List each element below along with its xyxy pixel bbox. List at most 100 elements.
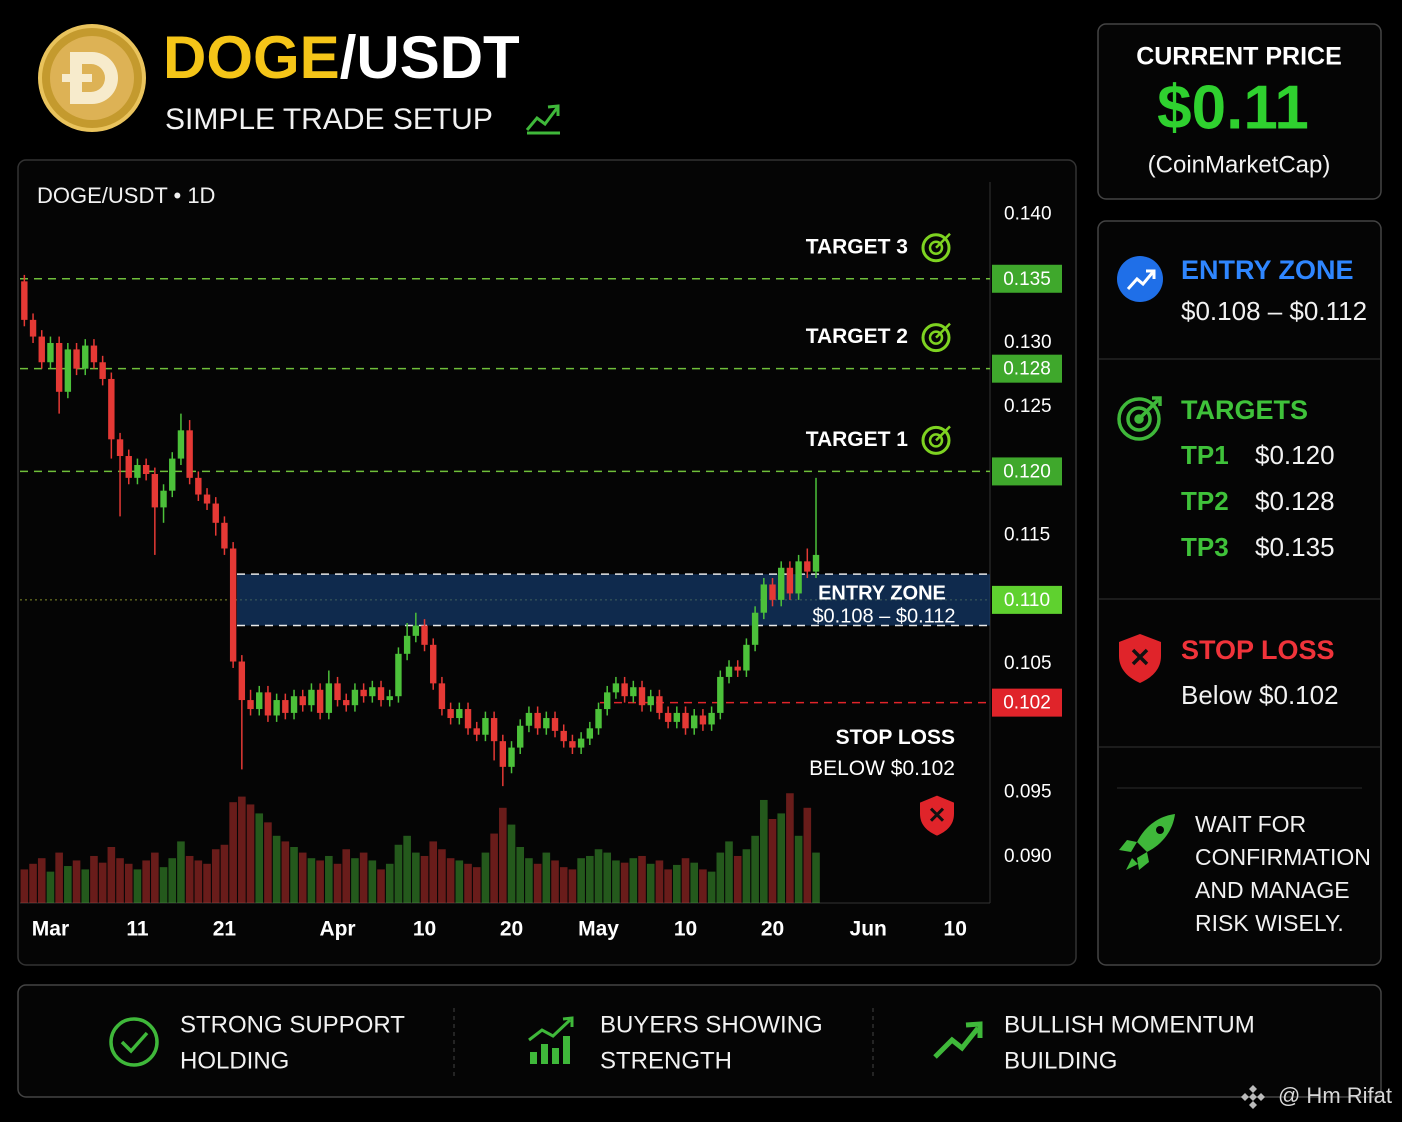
- candle-body: [334, 683, 341, 701]
- volume-bar: [159, 867, 168, 903]
- note-line: WAIT FOR: [1195, 811, 1306, 837]
- x-tick-label: 10: [944, 918, 967, 941]
- entry-range: $0.108 – $0.112: [1181, 296, 1367, 326]
- volume-bar: [351, 858, 359, 903]
- price-label: CURRENT PRICE: [1136, 43, 1342, 71]
- candle-body: [421, 625, 428, 645]
- volume-bar: [429, 841, 438, 903]
- volume-bar: [98, 862, 107, 903]
- volume-bar: [646, 863, 655, 903]
- footer-line: HOLDING: [180, 1047, 289, 1074]
- candle-body: [343, 700, 350, 706]
- volume-bar: [142, 860, 150, 903]
- candle-body: [64, 349, 72, 392]
- stop-label: STOP LOSS: [836, 726, 955, 749]
- volume-bar: [612, 860, 620, 903]
- note-line: AND MANAGE: [1195, 877, 1350, 903]
- stop-tag-label: 0.102: [1003, 693, 1051, 714]
- price-source: (CoinMarketCap): [1148, 151, 1331, 178]
- target-tag: [992, 354, 1062, 383]
- target-icon: [935, 232, 951, 249]
- title-quote: /USDT: [340, 24, 520, 91]
- volume-bar: [81, 869, 90, 903]
- volume-bar: [403, 835, 411, 903]
- volume-bar: [298, 852, 307, 903]
- volume-bar: [760, 799, 768, 903]
- rocket-icon: [1119, 814, 1175, 870]
- volume-bar: [185, 855, 194, 903]
- header-subtitle: SIMPLE TRADE SETUP: [165, 103, 493, 136]
- candle-body: [55, 342, 63, 392]
- candle-body: [325, 683, 333, 713]
- candle-body: [743, 644, 750, 671]
- volume-bar: [203, 863, 211, 903]
- candle-body: [569, 741, 576, 748]
- volume-bar: [168, 858, 177, 903]
- candle-body: [490, 718, 498, 742]
- candle-body: [812, 554, 820, 572]
- y-tick-label: 0.130: [1004, 332, 1052, 353]
- candle-body: [456, 709, 463, 719]
- volume-bar: [673, 864, 681, 903]
- volume-bar: [751, 835, 759, 903]
- candle-body: [412, 625, 420, 636]
- tp-name: TP2: [1181, 486, 1229, 516]
- volume-bar: [786, 793, 794, 903]
- volume-bar: [194, 860, 203, 903]
- entry-zone-range: $0.108 – $0.112: [812, 605, 955, 627]
- candle-body: [604, 692, 611, 710]
- stop-tag: [992, 688, 1062, 717]
- current-tag-label: 0.110: [1004, 590, 1050, 611]
- volume-bar: [733, 855, 742, 903]
- volume-bar: [655, 860, 664, 903]
- volume-bar: [20, 869, 29, 903]
- tp-price: $0.120: [1255, 440, 1335, 470]
- volume-bar: [533, 863, 542, 903]
- candle-body: [630, 687, 637, 697]
- candle-body: [142, 465, 150, 474]
- candle-body: [786, 567, 794, 594]
- x-tick-label: 10: [413, 918, 436, 941]
- x-tick-label: 11: [126, 918, 149, 941]
- volume-bar: [603, 852, 612, 903]
- volume-bar: [716, 852, 725, 903]
- volume-bar: [272, 835, 281, 903]
- candle-body: [673, 712, 681, 722]
- volume-bar: [768, 819, 777, 903]
- bars-icon: [528, 1016, 574, 1064]
- growth-icon: [525, 104, 560, 135]
- candle-body: [264, 692, 272, 716]
- candle-body: [560, 730, 567, 742]
- volume-bar: [325, 855, 333, 903]
- volume-bar: [211, 849, 220, 903]
- volume-bar: [420, 855, 429, 903]
- candle-body: [151, 473, 159, 508]
- volume-bar: [55, 852, 63, 903]
- volume-bar: [238, 796, 246, 903]
- volume-bar: [133, 869, 142, 903]
- stop-icon: [1119, 634, 1161, 683]
- volume-bar: [255, 813, 264, 903]
- volume-bar: [29, 863, 37, 903]
- entry-title: ENTRY ZONE: [1181, 255, 1354, 285]
- candle-body: [186, 430, 193, 478]
- candle-body: [351, 689, 359, 706]
- volume-bar: [499, 807, 507, 903]
- y-tick-label: 0.105: [1004, 653, 1052, 674]
- entry-zone-label: ENTRY ZONE: [818, 582, 946, 604]
- volume-bar: [725, 841, 733, 903]
- volume-bar: [777, 813, 786, 903]
- volume-bar: [368, 860, 377, 903]
- target-label: TARGET 3: [806, 235, 908, 258]
- candle-body: [708, 712, 715, 725]
- x-tick-label: 10: [674, 918, 697, 941]
- volume-bar: [377, 869, 385, 903]
- candle-body: [638, 687, 646, 706]
- volume-bar: [559, 867, 568, 903]
- y-tick-label: 0.090: [1004, 846, 1052, 867]
- target-icon: [935, 425, 951, 442]
- volume-bar: [707, 871, 716, 903]
- stop-note: BELOW $0.102: [809, 757, 955, 780]
- candle-body: [751, 612, 759, 645]
